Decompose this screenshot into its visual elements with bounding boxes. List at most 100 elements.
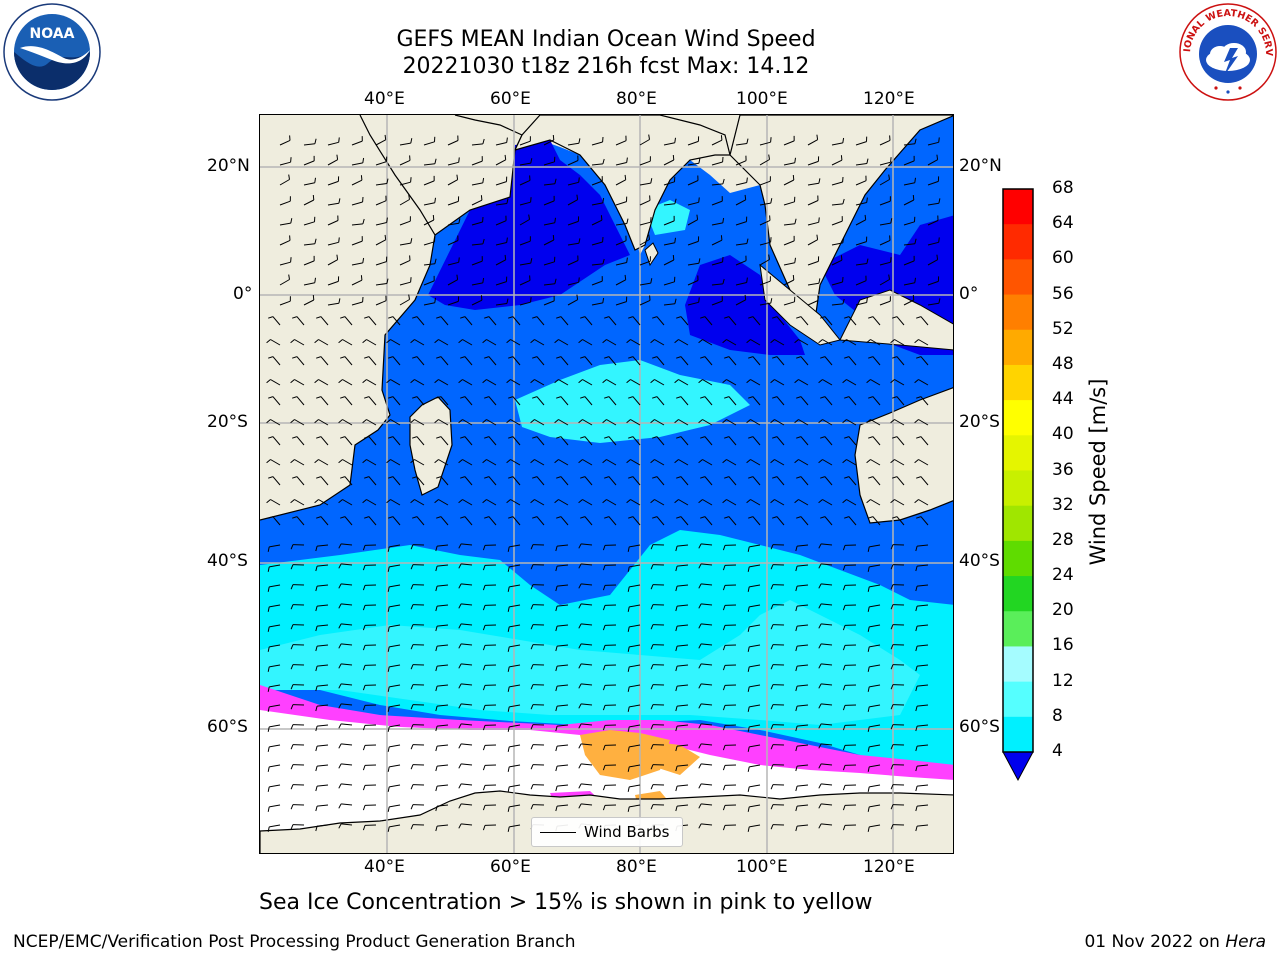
wind-barb-flag: [648, 134, 650, 140]
wind-barb: [917, 724, 929, 727]
wind-barb: [632, 476, 641, 486]
colorbar-tick-label: 4: [1052, 741, 1063, 761]
wind-barb: [629, 784, 641, 788]
wind-barb-flag: [530, 419, 535, 424]
wind-barb-flag: [338, 137, 340, 143]
wind-barb-flag: [530, 197, 532, 203]
wind-barb: [557, 644, 569, 647]
wind-barb-flag: [722, 685, 726, 691]
wind-barb-flag: [314, 419, 319, 424]
wind-barb-flag: [387, 546, 390, 552]
wind-barb: [663, 203, 675, 206]
wind-barb: [848, 476, 857, 486]
wind-barb: [509, 724, 521, 728]
wind-barb: [567, 160, 579, 166]
wind-barb: [437, 764, 449, 767]
wind-barb-flag: [555, 545, 558, 552]
wind-barb-flag: [434, 379, 439, 384]
wind-barb: [749, 604, 761, 608]
wind-barb-flag: [866, 339, 871, 344]
wind-barb-flag: [650, 564, 654, 570]
wind-barb-flag: [290, 624, 294, 630]
wind-barb-flag: [292, 316, 298, 319]
wind-barb: [629, 684, 641, 688]
wind-barb-flag: [722, 825, 726, 831]
wind-barb-flag: [315, 605, 318, 612]
wind-barb: [437, 784, 449, 787]
wind-barb: [461, 683, 473, 686]
wind-barb: [759, 180, 771, 186]
wind-barb-flag: [652, 316, 658, 319]
wind-barb-flag: [915, 665, 918, 672]
wind-barb: [702, 499, 713, 506]
wind-barb-flag: [315, 565, 318, 572]
wind-barb-flag: [507, 606, 510, 612]
colorbar: [1002, 188, 1034, 782]
wind-barb-flag: [842, 825, 846, 831]
wind-barb: [848, 356, 857, 366]
wind-barb-flag: [532, 396, 538, 399]
wind-barb: [270, 419, 281, 426]
wind-barb-flag: [915, 765, 918, 772]
wind-barb: [327, 241, 339, 246]
wind-barb-flag: [698, 419, 703, 424]
colorbar-title: Wind Speed [m/s]: [1086, 378, 1110, 566]
wind-barb-flag: [748, 516, 754, 519]
wind-barb: [557, 564, 569, 567]
wind-barb: [608, 316, 617, 326]
wind-barb-flag: [652, 396, 658, 399]
wind-barb-flag: [506, 459, 511, 464]
wind-barb: [327, 220, 339, 226]
wind-barb-flag: [340, 516, 346, 519]
wind-barb-flag: [482, 765, 486, 771]
wind-barb-flag: [458, 643, 462, 649]
wind-barb: [824, 316, 833, 326]
wind-barb-flag: [508, 316, 514, 319]
wind-barb-flag: [387, 626, 390, 632]
wind-barb-flag: [915, 605, 918, 612]
wind-barb-flag: [456, 274, 459, 280]
wind-barb-flag: [552, 134, 555, 141]
wind-barb: [582, 339, 593, 346]
wind-barb-flag: [456, 174, 459, 180]
wind-barb-flag: [770, 804, 774, 810]
wind-barb-flag: [602, 605, 606, 611]
wind-barb-flag: [290, 564, 294, 570]
wind-barb-flag: [868, 476, 874, 479]
wind-barb: [776, 476, 785, 486]
wind-barb-flag: [362, 499, 367, 504]
wind-barb: [848, 316, 857, 326]
wind-barb-flag: [818, 643, 822, 649]
wind-barb: [392, 476, 401, 486]
wind-barb: [351, 279, 363, 286]
wind-barb-flag: [507, 566, 510, 572]
wind-barb: [509, 664, 521, 668]
wind-barb-flag: [556, 316, 562, 319]
wind-barb: [846, 419, 857, 426]
wind-barb: [663, 181, 675, 186]
wind-barb-flag: [795, 825, 798, 832]
wind-barb: [269, 804, 281, 808]
wind-barb: [303, 243, 315, 246]
wind-barb: [461, 783, 473, 786]
wind-barb-flag: [578, 238, 581, 244]
wind-barb: [677, 544, 689, 547]
wind-barb-flag: [267, 766, 270, 772]
wind-barb-flag: [362, 257, 365, 263]
wind-barb-flag: [266, 339, 271, 344]
wind-barb-flag: [435, 605, 438, 612]
wind-barb: [560, 396, 569, 406]
colorbar-segment: [1003, 435, 1033, 471]
wind-barb: [869, 824, 881, 828]
wind-barb-flag: [916, 436, 922, 439]
wind-barb-flag: [315, 705, 318, 712]
wind-barb: [855, 141, 867, 146]
wind-barb-flag: [556, 356, 562, 359]
wind-barb-flag: [436, 436, 442, 439]
wind-barb-flag: [387, 746, 390, 752]
wind-barb-flag: [650, 644, 654, 650]
wind-barb-flag: [578, 723, 582, 729]
lon-tick-top-100: 100°E: [736, 89, 788, 109]
wind-barb-flag: [724, 516, 730, 519]
wind-barb-flag: [360, 175, 363, 181]
